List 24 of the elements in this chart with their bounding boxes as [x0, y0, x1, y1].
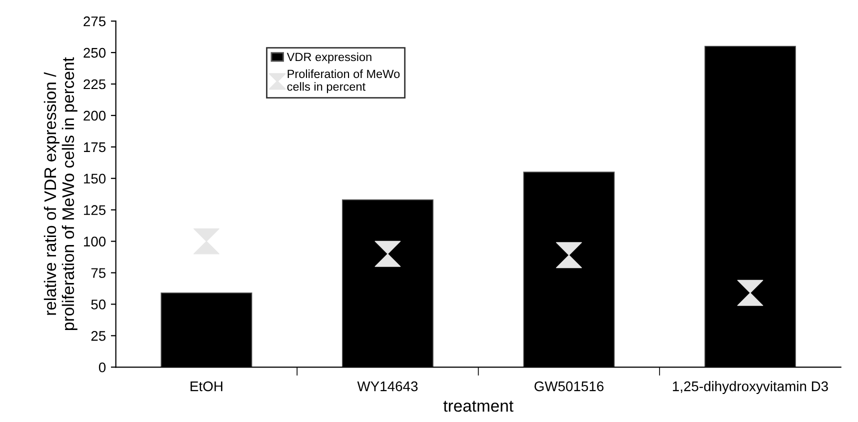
point — [737, 280, 764, 306]
legend-label: VDR expression — [286, 52, 372, 64]
y-tick-label: 150 — [84, 174, 106, 184]
y-tick-label: 0 — [98, 362, 106, 372]
y-tick-label: 200 — [84, 110, 106, 121]
y-axis-title: relative ratio of VDR expression / proliferation of MeWo cells in percent — [44, 57, 78, 330]
legend-label: Proliferation of MeWo cells in percent — [287, 69, 400, 94]
point — [374, 240, 401, 267]
y-tick-label: 175 — [84, 142, 106, 152]
y-tick-label: 250 — [84, 48, 106, 58]
y-tick-label: 275 — [84, 16, 106, 26]
x-tick-label: WY14643 — [357, 381, 418, 392]
y-tick-label: 100 — [84, 236, 106, 246]
point — [556, 242, 582, 268]
y-tick-label: 225 — [84, 79, 106, 90]
x-axis-title: treatment — [443, 400, 514, 412]
y-tick-label: 25 — [91, 331, 106, 341]
x-tick-label: 1,25-dihydroxyvitamin D3 — [672, 381, 828, 394]
y-tick-label: 125 — [84, 205, 106, 216]
x-tick-label: GW501516 — [534, 381, 604, 392]
y-tick-label: 50 — [91, 300, 106, 310]
y-tick-label: 75 — [91, 268, 106, 278]
x-tick-label: EtOH — [190, 381, 222, 392]
point — [193, 228, 220, 254]
